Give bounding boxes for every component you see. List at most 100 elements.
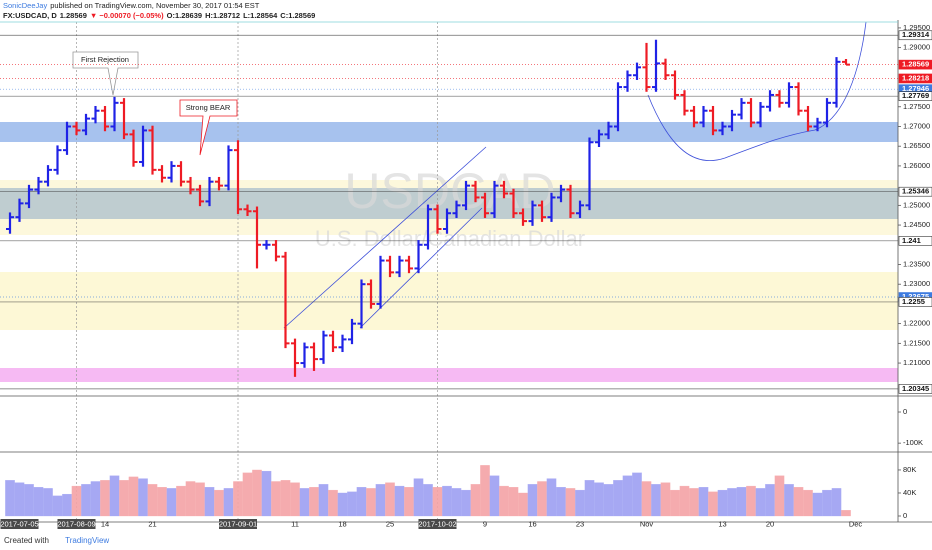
volume-bar: [62, 493, 72, 517]
volume-bar: [166, 488, 177, 517]
level-box: [898, 91, 932, 101]
volume-bar: [299, 488, 310, 517]
volume-bar: [831, 488, 842, 517]
level-box: [898, 297, 932, 307]
volume-bar: [622, 475, 633, 517]
volume-bar: [204, 487, 215, 517]
level-label: 1.27769: [902, 91, 929, 100]
volume-bar: [223, 488, 234, 517]
volume-bar: [822, 489, 832, 517]
volume-bar: [109, 475, 120, 517]
volume-bar: [43, 488, 53, 517]
zone: [0, 368, 898, 382]
zone: [0, 122, 898, 142]
volume-bar: [309, 487, 319, 517]
volume-bar: [556, 487, 566, 517]
y-tick-label: 1.23000: [903, 279, 930, 288]
volume-bar: [14, 482, 25, 517]
last-price: 1.28569: [59, 11, 87, 20]
volume-bar: [147, 484, 158, 517]
level-label: 1.28218: [902, 73, 929, 82]
volume-bar: [670, 489, 680, 517]
volume-bar: [651, 484, 661, 517]
volume-bar: [214, 489, 224, 517]
y-tick-label: 1.21500: [903, 338, 930, 347]
volume-bar: [784, 484, 794, 517]
volume-bar: [432, 487, 443, 517]
volume-bar: [52, 495, 63, 517]
y-tick-label: 1.25000: [903, 200, 930, 209]
x-tick-label: 20: [766, 519, 774, 528]
level-box: [898, 236, 932, 246]
volume-bar: [5, 480, 15, 517]
volume-bar: [242, 472, 253, 517]
cup-curve: [647, 21, 867, 162]
volume-bar: [717, 489, 728, 517]
footer: Created with TradingView: [4, 536, 109, 545]
volume-bar: [337, 492, 348, 517]
volume-bar: [527, 484, 538, 517]
volume-bar: [499, 485, 509, 517]
y-tick-label: 40K: [903, 488, 916, 497]
volume-bar: [157, 487, 167, 517]
header-line-2: FX:USDCAD, D 1.28569 ▼ −0.00070 (−0.05%) O:…: [3, 11, 318, 20]
y-tick-label: 1.29500: [903, 23, 930, 32]
x-tick-label: 2017-10-02: [418, 519, 456, 528]
x-tick-label: 11: [291, 519, 299, 528]
watermark: USDCAD: [344, 163, 555, 219]
callout: Strong BEAR: [179, 99, 238, 156]
volume-bar: [565, 488, 576, 517]
y-tick-label: 1.21000: [903, 358, 930, 367]
level-box: [898, 384, 932, 394]
y-tick-label: 1.27000: [903, 121, 930, 130]
level-label: 1.29314: [902, 30, 930, 39]
volume-bar: [90, 481, 101, 517]
volume-bar: [290, 482, 300, 517]
volume-bar: [128, 476, 139, 517]
volume-bar: [252, 469, 262, 517]
volume-bar: [812, 492, 823, 517]
x-tick-label: 25: [386, 519, 394, 528]
callout-text: Strong BEAR: [186, 103, 231, 112]
volume-bar: [594, 482, 604, 517]
change: ▼ −0.00070 (−0.05%): [89, 11, 164, 20]
zones: [0, 122, 898, 382]
volume-bar: [746, 485, 756, 517]
volume-bar: [100, 480, 110, 517]
x-tick-label: 14: [101, 519, 109, 528]
volume-bar: [375, 484, 386, 517]
volume-bar: [736, 487, 747, 517]
volume-bar: [508, 487, 519, 517]
volume-bar: [195, 482, 205, 517]
author[interactable]: SonicDeeJay: [3, 1, 48, 10]
level-label: 1.241: [902, 236, 921, 245]
close: C:1.28569: [280, 11, 316, 20]
y-tick-label: 1.22000: [903, 319, 930, 328]
volume-bar: [546, 478, 557, 517]
volume-bar: [708, 491, 718, 517]
open: O:1.28639: [166, 11, 203, 20]
volume-bar: [33, 487, 44, 517]
volume-bar: [755, 488, 766, 517]
level-label: 1.2255: [902, 297, 925, 306]
volume-bar: [537, 481, 547, 517]
volume-bar: [698, 487, 709, 517]
volume-bar: [176, 485, 186, 517]
y-tick-label: 80K: [903, 465, 916, 474]
volume-bar: [603, 484, 614, 517]
y-tick-label: 0: [903, 407, 907, 416]
brand[interactable]: TradingView: [65, 536, 110, 545]
x-label-box: [57, 519, 96, 529]
volume-bar: [366, 488, 376, 517]
volume-bar: [803, 489, 813, 517]
volume-bar: [765, 484, 775, 517]
volume-bar: [461, 489, 471, 517]
volume-bar: [280, 480, 291, 517]
volume-bar: [423, 484, 433, 517]
volume-bar: [480, 465, 490, 517]
volume-bar: [442, 485, 452, 517]
volume-bar: [71, 485, 82, 517]
low: L:1.28564: [243, 11, 278, 20]
volume-bar: [185, 481, 196, 517]
